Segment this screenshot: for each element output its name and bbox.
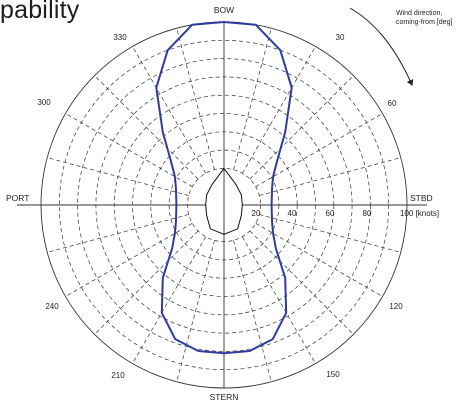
angle-label-120: 120 (389, 302, 403, 311)
grid-spoke-75 (259, 157, 401, 196)
angle-label-240: 240 (45, 302, 59, 311)
angle-label-330: 330 (113, 33, 127, 42)
radial-tick-20: 20 (252, 209, 261, 218)
stbd-label: STBD (410, 193, 433, 203)
grid-spoke-240 (65, 222, 193, 297)
grid-spoke-60 (255, 113, 383, 188)
port-label: PORT (6, 193, 29, 203)
grid-spoke-45 (249, 75, 354, 180)
angle-label-210: 210 (111, 371, 125, 380)
grid-spoke-150 (241, 236, 316, 364)
grid-spoke-30 (241, 46, 316, 174)
bow-label: BOW (214, 5, 234, 15)
angle-label-150: 150 (326, 370, 340, 379)
wind-direction-note-line1: Wind direction, (396, 10, 442, 17)
grid-spoke-165 (233, 240, 272, 382)
angle-label-30: 30 (336, 33, 345, 42)
radial-tick-80: 80 (363, 209, 372, 218)
vessel-hull-outline (205, 167, 243, 235)
grid-spoke-195 (176, 240, 215, 382)
radial-tick-100-knots: 100 [knots] (400, 209, 439, 218)
wind-direction-note-line2: coming-from [deg] (396, 19, 452, 26)
page-title-fragment: pability (0, 0, 80, 24)
stern-label: STERN (210, 392, 239, 402)
wind-direction-arrow-icon (349, 7, 414, 86)
grid-spoke-210 (132, 236, 207, 364)
radial-tick-60: 60 (326, 209, 335, 218)
angle-label-60: 60 (388, 99, 397, 108)
angle-label-300: 300 (37, 98, 51, 107)
grid-spoke-120 (255, 222, 383, 297)
grid-spoke-285 (47, 157, 189, 196)
grid-spoke-345 (176, 28, 215, 170)
grid-spoke-315 (94, 75, 199, 180)
capability-envelope-line (155, 21, 293, 355)
grid-spoke-15 (233, 28, 272, 170)
capability-envelope (155, 21, 293, 355)
grid-spoke-135 (249, 230, 354, 335)
grid-spoke-225 (94, 230, 199, 335)
radial-tick-40: 40 (288, 209, 297, 218)
grid-spoke-300 (65, 113, 193, 188)
grid-spoke-105 (259, 214, 401, 253)
grid-spoke-255 (47, 214, 189, 253)
grid-spoke-330 (132, 46, 207, 174)
